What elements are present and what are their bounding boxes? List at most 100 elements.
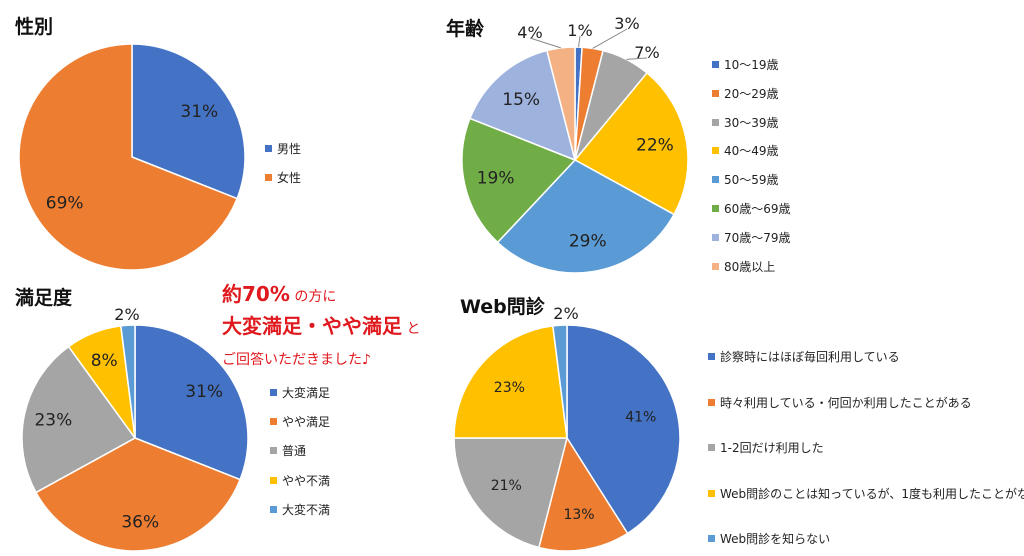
data-label: 31% xyxy=(185,382,223,402)
legend-swatch xyxy=(708,398,715,406)
legend-swatch xyxy=(712,147,719,155)
data-label: 41% xyxy=(625,409,656,425)
data-label: 1% xyxy=(567,21,592,40)
pie-slice xyxy=(468,49,577,162)
legend-label: 10～19歳 xyxy=(724,58,779,72)
legend-item: 30～39歳 xyxy=(712,114,779,131)
legend-item: 普通 xyxy=(270,442,306,459)
data-label: 15% xyxy=(502,90,540,110)
legend-label: 60歳～69歳 xyxy=(724,202,791,216)
web-inquiry-pie-chart: Web問診 41% 13% 21% 23% 2% 診察時にはほぼ毎回利用している時々利用して… xyxy=(450,280,1024,556)
data-label: 23% xyxy=(34,411,72,431)
legend-swatch xyxy=(265,174,272,181)
callout-strong-2: 大変満足・やや満足 xyxy=(222,314,402,338)
data-label: 3% xyxy=(614,14,639,33)
legend-swatch xyxy=(708,353,715,360)
data-label: 21% xyxy=(491,478,522,494)
data-label: 29% xyxy=(569,231,607,251)
legend-item: 診察時にはほぼ毎回利用している xyxy=(708,348,900,365)
data-label: 13% xyxy=(563,507,594,523)
legend-swatch xyxy=(712,118,719,126)
data-label: 7% xyxy=(634,43,659,62)
pie-slice xyxy=(119,324,136,439)
pie-slice xyxy=(134,324,249,481)
legend-item: 時々利用している・何回か利用したことがある xyxy=(708,394,972,411)
data-label: 31% xyxy=(180,102,218,122)
legend-label: 80歳以上 xyxy=(724,259,776,274)
data-label: 8% xyxy=(91,351,118,371)
legend-item: 10～19歳 xyxy=(712,56,779,73)
legend-item: 大変不満 xyxy=(270,501,330,518)
legend-item: やや不満 xyxy=(270,472,330,489)
legend-label: やや満足 xyxy=(282,415,331,430)
legend-swatch xyxy=(270,418,277,426)
legend-label: 70歳～79歳 xyxy=(724,230,791,245)
legend-item: 40～49歳 xyxy=(712,142,779,159)
legend-item: やや満足 xyxy=(270,413,330,430)
legend-swatch xyxy=(708,489,715,497)
callout-rest-1: の方に xyxy=(289,289,337,305)
legend-item: 1-2回だけ利用した xyxy=(708,439,824,456)
data-label: 2% xyxy=(114,305,139,324)
legend-swatch xyxy=(265,145,272,152)
legend-label: 20～29歳 xyxy=(724,86,779,101)
callout-line-3: ご回答いただきました♪ xyxy=(222,352,371,368)
data-label: 2% xyxy=(553,304,578,323)
legend-swatch xyxy=(712,89,719,97)
legend-item: 女性 xyxy=(265,169,301,186)
pie-slice xyxy=(21,345,137,494)
callout-strong-1: 約70% xyxy=(222,282,290,306)
pie-slice xyxy=(131,43,246,200)
legend-swatch xyxy=(712,233,719,241)
pie-slice xyxy=(537,436,629,552)
pie-slice xyxy=(34,437,242,552)
age-pie-chart: 年齢 1% 3% 7% 22% 29% 19% 15% 4% 10～19歳 20～29歳 30～39歳… xyxy=(440,0,1024,280)
data-label: 4% xyxy=(517,23,542,42)
leader-line xyxy=(592,28,628,49)
legend-item: 大変満足 xyxy=(270,384,330,401)
legend-label: やや不満 xyxy=(282,473,331,488)
legend-label: 普通 xyxy=(282,444,307,459)
pie-slice xyxy=(18,43,239,271)
legend-label: 40～49歳 xyxy=(724,144,779,159)
gender-pie-chart: 性別 31% 69% 男性女性 xyxy=(0,0,340,280)
callout-rest-2: と xyxy=(402,321,421,337)
legend-item: 男性 xyxy=(265,140,301,157)
data-label: 19% xyxy=(477,169,515,189)
data-label: 36% xyxy=(121,512,159,532)
leader-line xyxy=(529,37,561,49)
pie-svg: 31% 69% xyxy=(18,43,246,271)
legend-item: 80歳以上 xyxy=(712,258,775,275)
pie-slice xyxy=(453,325,568,439)
pie-slice xyxy=(551,324,568,439)
data-label: 23% xyxy=(494,380,525,396)
legend-swatch xyxy=(270,447,277,455)
legend-label: 女性 xyxy=(277,171,302,185)
data-label: 22% xyxy=(636,136,674,156)
legend-swatch xyxy=(708,535,715,542)
legend-label: 50～59歳 xyxy=(724,173,779,188)
leader-line xyxy=(578,35,581,48)
legend-item: Web問診のことは知っているが、1度も利用したことがない xyxy=(708,485,1024,502)
legend-item: 60歳～69歳 xyxy=(712,200,791,217)
satisfaction-pie-chart: 満足度 31% 36% 23% 8% 2% 大変満足やや満足普通やや不満大変不満 xyxy=(0,280,420,556)
legend-item: 20～29歳 xyxy=(712,85,779,102)
legend-item: 70歳～79歳 xyxy=(712,229,791,246)
legend-label: Web問診のことは知っているが、1度も利用したことがない xyxy=(720,486,1024,501)
legend-label: 診察時にはほぼ毎回利用している xyxy=(720,350,900,364)
legend-swatch xyxy=(712,61,719,68)
legend-label: 1-2回だけ利用した xyxy=(720,441,824,455)
chart-title: Web問診 xyxy=(460,296,545,318)
pie-slice xyxy=(453,437,568,549)
leader-line xyxy=(626,57,648,60)
legend-label: 大変不満 xyxy=(282,502,331,517)
pie-svg: 1% 3% 7% 22% 29% 19% 15% 4% xyxy=(461,14,689,274)
legend-label: Web問診を知らない xyxy=(720,532,831,546)
legend-swatch xyxy=(708,444,715,451)
legend-label: 男性 xyxy=(277,142,302,156)
legend-item: Web問診を知らない xyxy=(708,530,830,547)
legend-swatch xyxy=(712,262,719,270)
chart-title: 性別 xyxy=(15,16,54,38)
legend-swatch xyxy=(712,205,719,212)
chart-title: 満足度 xyxy=(15,287,73,309)
